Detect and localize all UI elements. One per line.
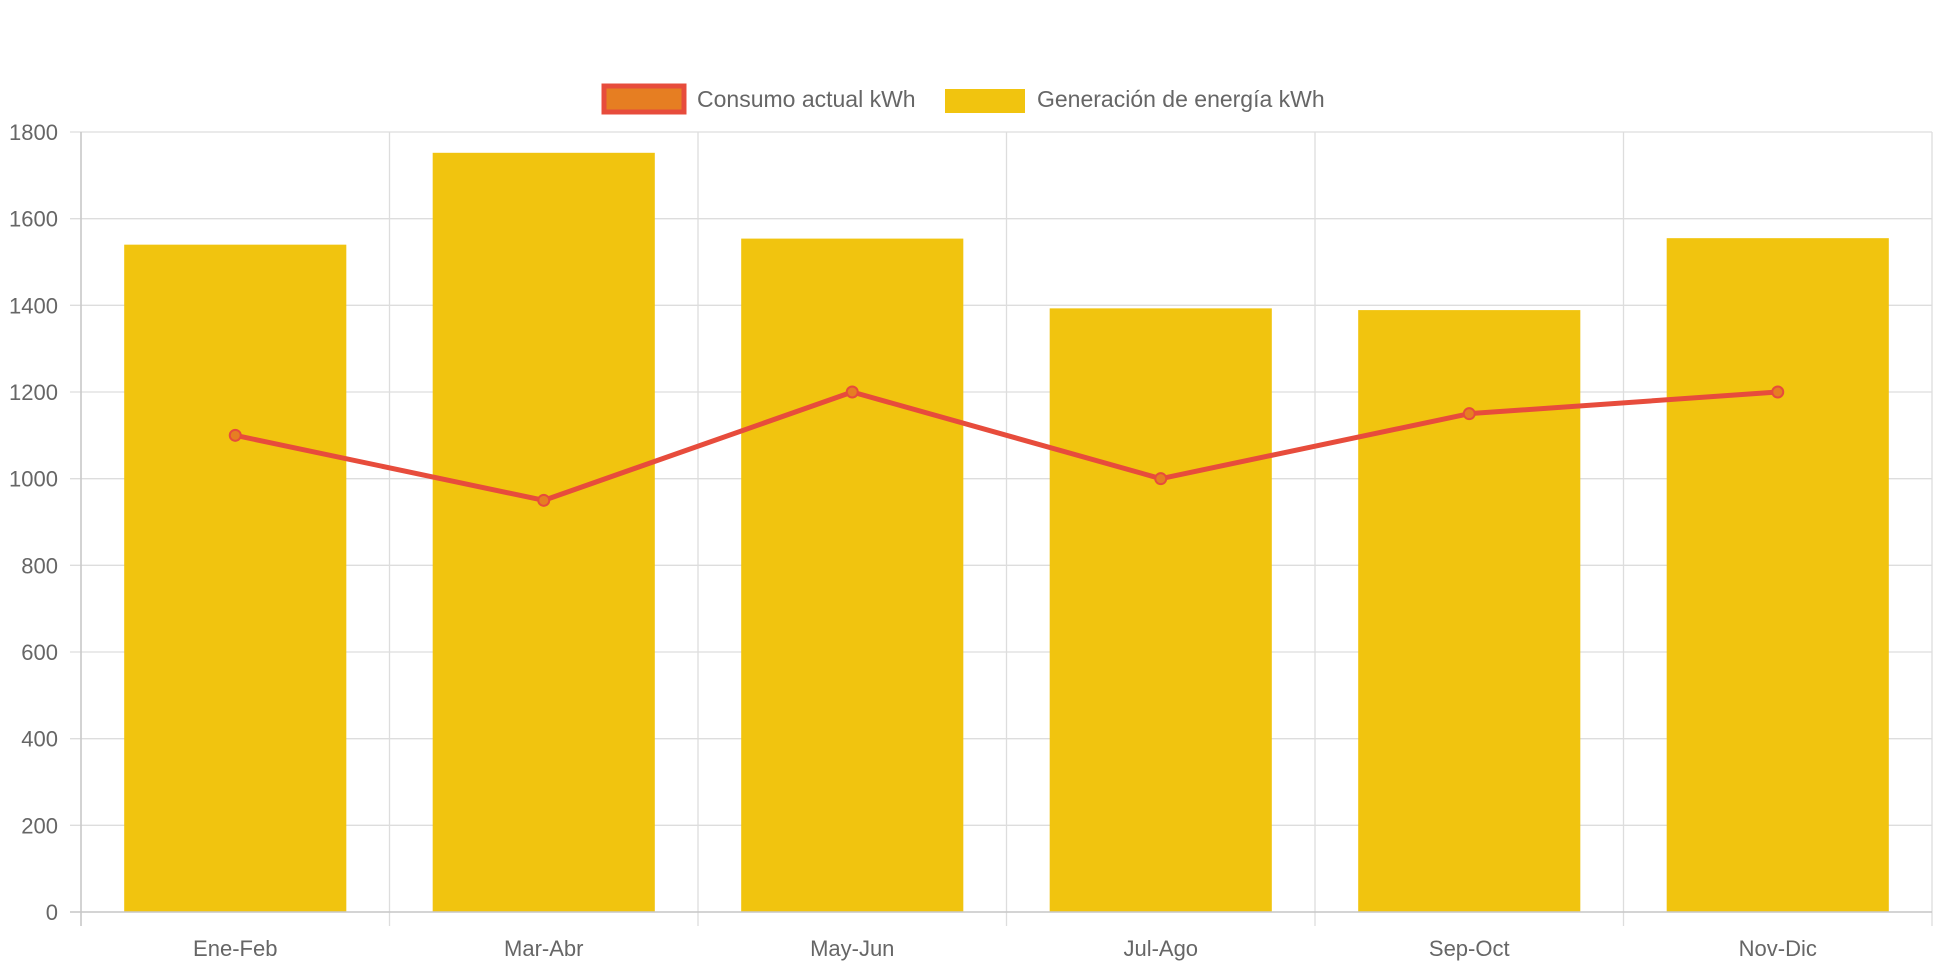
y-tick-label: 600 — [21, 640, 58, 665]
y-tick-label: 200 — [21, 813, 58, 838]
x-axis: Ene-Feb Mar-Abr May-Jun Jul-Ago Sep-Oct Nov-D… — [70, 911, 1932, 961]
legend-item-consumo[interactable]: Consumo actual kWh — [601, 83, 916, 115]
y-tick-label: 0 — [46, 900, 58, 925]
y-tick-label: 1400 — [9, 293, 58, 318]
point-consumo-may-jun[interactable] — [845, 385, 859, 399]
point-consumo-mar-abr[interactable] — [537, 493, 551, 507]
legend-label-consumo: Consumo actual kWh — [697, 86, 916, 112]
y-tick-label: 1600 — [9, 207, 58, 232]
x-tick-label: Ene-Feb — [193, 936, 277, 961]
y-tick-label: 1200 — [9, 380, 58, 405]
legend-item-generacion[interactable]: Generación de energía kWh — [945, 86, 1325, 113]
bar-generacion-mar-abr[interactable] — [432, 152, 655, 913]
legend: Consumo actual kWh Generación de energía… — [601, 83, 1325, 115]
x-tick-label: Sep-Oct — [1429, 936, 1510, 961]
line-consumo — [232, 389, 1781, 503]
y-axis: 0 200 400 600 800 1000 1200 1400 1600 1800 — [9, 120, 82, 926]
bar-generacion-sep-oct[interactable] — [1358, 310, 1581, 913]
grid-lines — [70, 131, 1933, 926]
y-tick-label: 800 — [21, 553, 58, 578]
legend-label-generacion: Generación de energía kWh — [1037, 86, 1325, 112]
point-consumo-jul-ago[interactable] — [1154, 472, 1168, 486]
y-tick-label: 1000 — [9, 467, 58, 492]
x-tick-label: Nov-Dic — [1739, 936, 1817, 961]
bar-generacion-may-jun[interactable] — [741, 238, 964, 913]
y-tick-label: 1800 — [9, 120, 58, 145]
line-series — [228, 385, 1785, 507]
x-tick-label: Mar-Abr — [504, 936, 583, 961]
point-consumo-ene-feb[interactable] — [228, 428, 242, 442]
x-tick-label: May-Jun — [810, 936, 894, 961]
x-tick-label: Jul-Ago — [1123, 936, 1198, 961]
point-consumo-nov-dic[interactable] — [1771, 385, 1785, 399]
bar-generacion-nov-dic[interactable] — [1666, 238, 1889, 912]
point-consumo-sep-oct[interactable] — [1462, 407, 1476, 421]
bar-generacion-jul-ago[interactable] — [1049, 308, 1272, 912]
legend-swatch-generacion — [945, 89, 1025, 113]
bar-generacion-ene-feb[interactable] — [124, 244, 347, 912]
y-tick-label: 400 — [21, 727, 58, 752]
legend-swatch-consumo — [601, 83, 687, 115]
